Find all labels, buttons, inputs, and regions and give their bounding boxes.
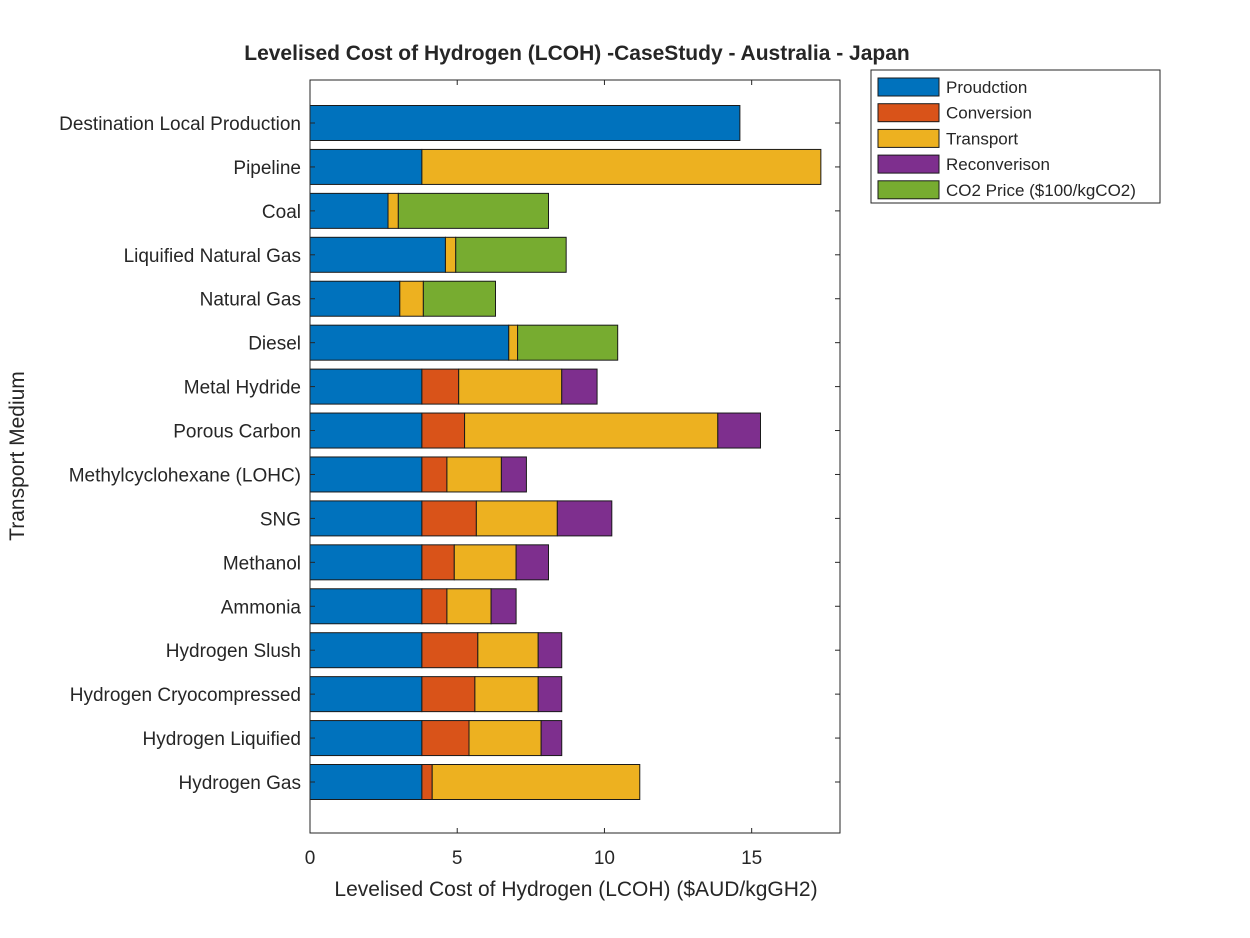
category-label: Ammonia [221,597,302,618]
legend-swatch-transport [877,128,940,148]
bar-hydrogen-cryocompressed-reconverison [537,676,563,713]
bar-pipeline-transport [421,148,822,185]
x-tick-label: 15 [741,848,762,869]
bar-ammonia-transport [446,588,492,625]
bar-destination-local-production-proudction [309,105,741,141]
bar-hydrogen-gas-proudction [309,764,423,800]
bar-metal-hydride-reconverison [561,368,598,405]
legend-label-conversion: Conversion [946,104,1032,123]
legend-label-transport: Transport [946,129,1018,148]
bar-pipeline-proudction [309,148,423,185]
bar-hydrogen-slush-conversion [421,632,479,669]
bar-sng-transport [475,500,558,537]
bar-coal-co2-price-100-kgco2 [397,192,550,229]
bar-metal-hydride-proudction [309,368,423,405]
bar-hydrogen-slush-transport [477,632,539,669]
bar-hydrogen-liquified-reconverison [540,720,563,757]
bar-diesel-co2-price-100-kgco2 [517,324,619,361]
legend: Proudction Conversion Transport Reconveriso… [870,69,1161,204]
bar-methylcyclohexane-lohc-reconverison [500,456,527,493]
x-tick-label: 10 [594,848,615,869]
bar-methylcyclohexane-lohc-conversion [421,456,448,493]
category-label: Metal Hydride [184,378,301,399]
category-label: Destination Local Production [59,114,301,135]
category-label: Natural Gas [200,290,301,311]
bar-sng-proudction [309,500,423,537]
category-label: SNG [260,509,301,530]
bar-methanol-proudction [309,544,423,581]
x-axis-label: Levelised Cost of Hydrogen (LCOH) ($AUD/… [334,878,817,901]
category-label: Diesel [248,334,301,355]
bar-porous-carbon-reconverison [717,412,761,449]
bar-methanol-transport [453,544,517,581]
bar-liquified-natural-gas-transport [444,236,457,273]
bar-natural-gas-co2-price-100-kgco2 [422,280,496,317]
bar-hydrogen-liquified-conversion [421,720,470,757]
bar-porous-carbon-conversion [421,412,466,449]
category-label: Coal [262,202,301,223]
category-label: Methanol [223,553,301,574]
legend-swatch-co2-price-100-kgco2 [877,180,940,200]
bar-hydrogen-cryocompressed-proudction [309,676,423,713]
y-axis-label: Transport Medium [6,371,29,541]
legend-swatch-proudction [877,77,940,97]
bar-hydrogen-slush-proudction [309,632,423,669]
bar-liquified-natural-gas-co2-price-100-kgco2 [455,236,567,273]
category-label: Methylcyclohexane (LOHC) [69,465,301,486]
bar-ammonia-reconverison [490,588,517,625]
legend-swatch-reconverison [877,154,940,174]
bar-sng-conversion [421,500,477,537]
x-tick-label: 5 [452,848,463,869]
bar-sng-reconverison [556,500,613,537]
bar-hydrogen-liquified-proudction [309,720,423,757]
category-label: Porous Carbon [173,422,301,443]
bar-coal-transport [387,192,399,229]
bar-diesel-proudction [309,324,510,361]
category-labels: Destination Local Production Pipeline Coal… [59,114,301,794]
bar-ammonia-proudction [309,588,423,625]
category-label: Hydrogen Liquified [143,729,301,750]
bar-liquified-natural-gas-proudction [309,236,446,273]
bar-hydrogen-gas-transport [431,764,641,800]
bar-natural-gas-proudction [309,280,401,317]
category-label: Liquified Natural Gas [124,246,301,267]
category-label: Hydrogen Cryocompressed [70,685,301,706]
bar-hydrogen-cryocompressed-transport [474,676,539,713]
legend-swatch-conversion [877,103,940,123]
bar-coal-proudction [309,192,389,229]
bar-metal-hydride-transport [458,368,563,405]
bar-hydrogen-gas-conversion [421,764,433,800]
bar-natural-gas-transport [399,280,424,317]
bar-methanol-reconverison [515,544,549,581]
category-label: Hydrogen Slush [166,641,301,662]
legend-label-co2-price-100-kgco2: CO2 Price ($100/kgCO2) [946,181,1136,200]
bar-methanol-conversion [421,544,455,581]
bar-porous-carbon-proudction [309,412,423,449]
x-tick-label: 0 [305,848,316,869]
bars-group [309,105,822,800]
bar-porous-carbon-transport [464,412,719,449]
bar-hydrogen-liquified-transport [468,720,542,757]
category-label: Hydrogen Gas [178,773,301,794]
chart-title: Levelised Cost of Hydrogen (LCOH) -CaseS… [244,42,910,65]
plot-frame [309,79,841,834]
legend-label-proudction: Proudction [946,78,1027,97]
bar-hydrogen-cryocompressed-conversion [421,676,476,713]
bar-diesel-transport [508,324,519,361]
legend-label-reconverison: Reconverison [946,155,1050,174]
category-label: Pipeline [233,158,301,179]
bar-methylcyclohexane-lohc-transport [446,456,502,493]
bar-methylcyclohexane-lohc-proudction [309,456,423,493]
bar-metal-hydride-conversion [421,368,460,405]
bar-hydrogen-slush-reconverison [537,632,563,669]
bar-ammonia-conversion [421,588,448,625]
